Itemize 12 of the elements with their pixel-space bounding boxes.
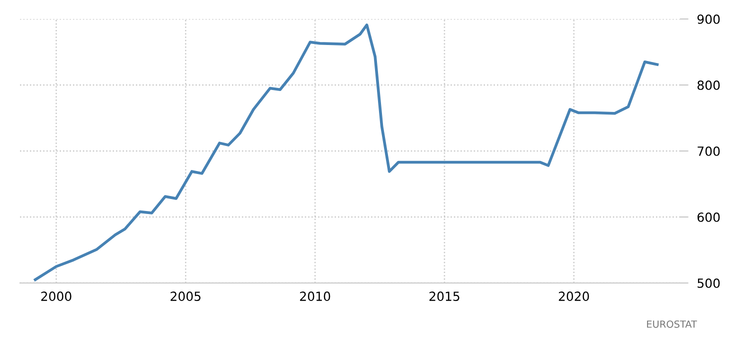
text: EUROSTAT — [647, 320, 698, 328]
y-tick-label: 900 — [697, 14, 720, 24]
x-tick-label: 2020 — [558, 292, 589, 302]
x-tick-label: 2005 — [170, 292, 200, 302]
y-tick-label: 500 — [698, 278, 720, 288]
y-tick-label: 600 — [698, 212, 720, 222]
x-tick-label: 2015 — [429, 292, 460, 302]
y-tick-label: 800 — [698, 80, 720, 90]
x-tick-label: 2010 — [300, 292, 330, 302]
line-series — [34, 24, 659, 282]
x-tick-label: 2000 — [41, 292, 72, 302]
y-tick-label: 700 — [698, 146, 720, 156]
